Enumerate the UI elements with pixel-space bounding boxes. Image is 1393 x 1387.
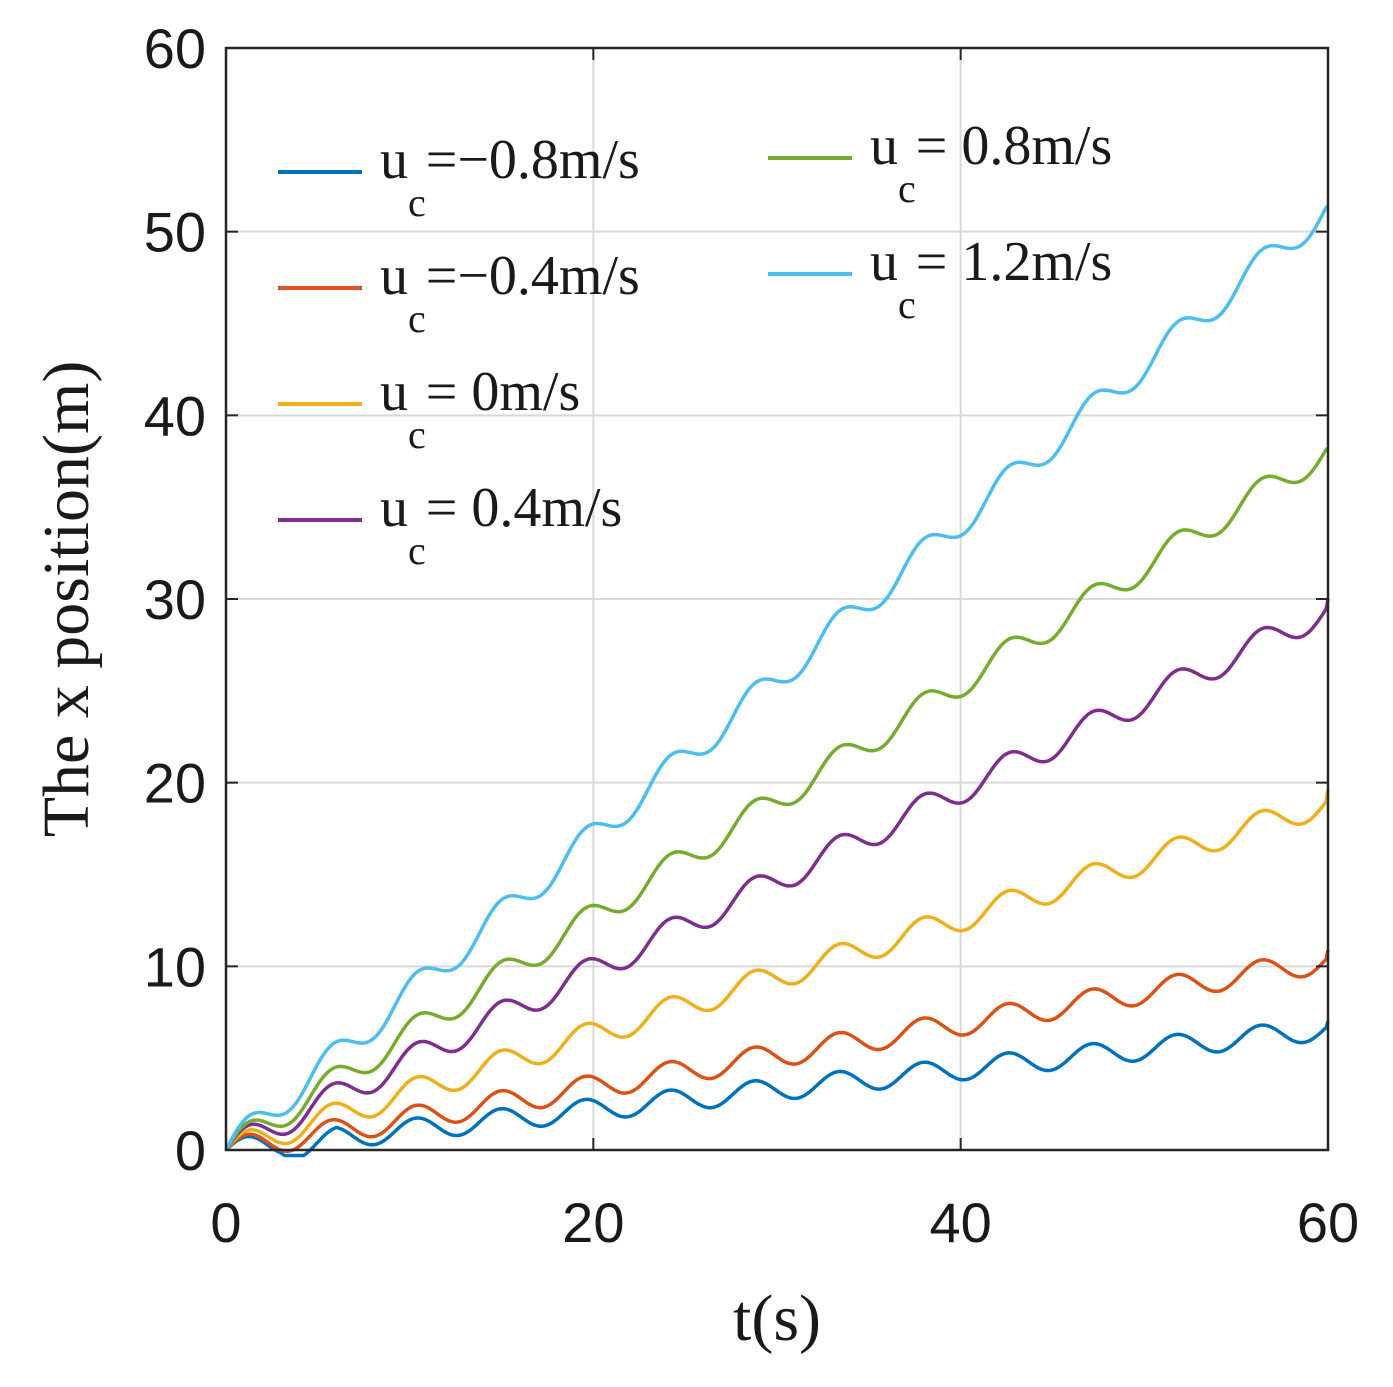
legend-rest: = 1.2m/s xyxy=(916,231,1113,293)
series-line xyxy=(224,446,1329,1151)
x-axis-label: t(s) xyxy=(733,1282,821,1355)
x-tick-label: 0 xyxy=(210,1191,241,1254)
legend-rest: =−0.8m/s xyxy=(426,129,640,191)
legend-sub: c xyxy=(408,412,426,457)
tick-group: 0 20 40 60 0 10 20 30 40 50 60 xyxy=(144,17,1359,1254)
legend-entry: uc=−0.4m/s xyxy=(380,245,640,341)
legend-sub: c xyxy=(408,296,426,341)
legend-sub: c xyxy=(408,180,426,225)
series-line xyxy=(224,949,1330,1154)
legend-main: u xyxy=(870,115,898,177)
legend-entry: uc= 0m/s xyxy=(380,361,580,457)
series-line xyxy=(224,1020,1330,1158)
y-tick-label: 30 xyxy=(144,568,206,631)
legend-rest: = 0m/s xyxy=(426,361,581,423)
legend-main: u xyxy=(870,231,898,293)
legend-entry: uc= 1.2m/s xyxy=(870,231,1112,327)
legend-sub: c xyxy=(898,166,916,211)
legend-main: u xyxy=(380,129,408,191)
y-tick-label: 20 xyxy=(144,752,206,815)
series-line xyxy=(224,789,1330,1152)
legend-rest: =−0.4m/s xyxy=(426,245,640,307)
x-tick-label: 40 xyxy=(930,1191,992,1254)
series-line xyxy=(224,204,1330,1151)
x-tick-label: 20 xyxy=(562,1191,624,1254)
series-group xyxy=(224,204,1330,1158)
legend-main: u xyxy=(380,245,408,307)
legend-sub: c xyxy=(408,528,426,573)
y-tick-label: 50 xyxy=(144,201,206,264)
legend-entry: uc= 0.8m/s xyxy=(870,115,1112,211)
legend-sub: c xyxy=(898,282,916,327)
grid xyxy=(226,48,1328,1150)
legend-rest: = 0.4m/s xyxy=(426,477,623,539)
y-tick-label: 10 xyxy=(144,935,206,998)
legend-entry: uc=−0.8m/s xyxy=(380,129,640,225)
legend-main: u xyxy=(380,477,408,539)
y-axis-label: The x position(m) xyxy=(30,361,103,838)
legend-rest: = 0.8m/s xyxy=(916,115,1113,177)
legend-entry: uc= 0.4m/s xyxy=(380,477,622,573)
y-tick-label: 40 xyxy=(144,384,206,447)
x-tick-label: 60 xyxy=(1297,1191,1359,1254)
legend: uc=−0.8m/suc=−0.4m/suc= 0m/suc= 0.4m/suc… xyxy=(278,115,1112,573)
legend-main: u xyxy=(380,361,408,423)
y-tick-label: 0 xyxy=(175,1119,206,1182)
y-tick-label: 60 xyxy=(144,17,206,80)
series-line xyxy=(224,598,1330,1151)
